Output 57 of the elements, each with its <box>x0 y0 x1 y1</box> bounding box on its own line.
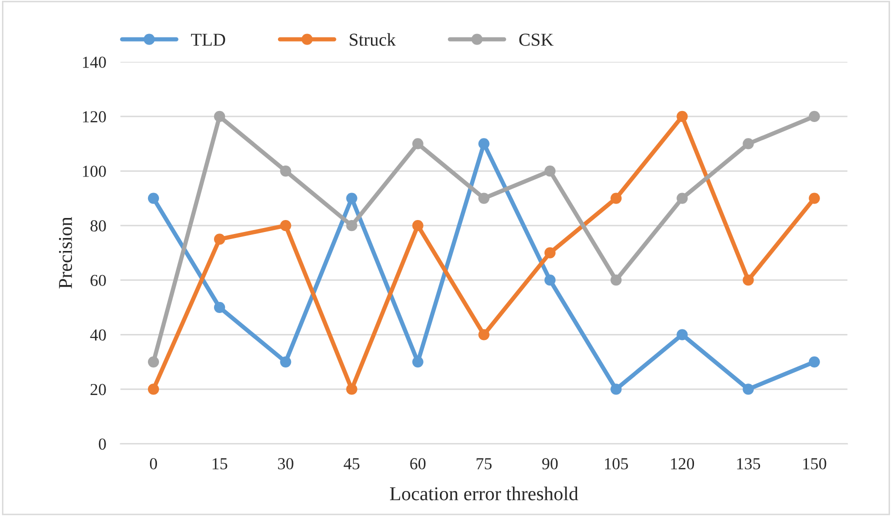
x-tick-label: 90 <box>542 458 558 470</box>
point <box>412 138 424 150</box>
point <box>412 220 424 232</box>
point <box>544 274 556 286</box>
y-tick-label: 80 <box>90 220 106 232</box>
point <box>610 274 622 286</box>
point <box>214 110 226 122</box>
point <box>742 384 754 395</box>
point <box>346 192 358 204</box>
point <box>808 110 820 122</box>
point <box>280 220 292 232</box>
legend-label: CSK <box>519 34 554 46</box>
point <box>610 384 622 395</box>
point <box>610 192 622 204</box>
point <box>280 356 292 368</box>
point <box>742 138 754 150</box>
y-tick-label: 60 <box>90 274 106 286</box>
point <box>280 165 292 177</box>
point <box>808 192 820 204</box>
point <box>148 384 160 395</box>
point <box>676 110 688 122</box>
y-tick-label: 0 <box>98 438 106 450</box>
point <box>478 138 490 150</box>
point <box>742 274 754 286</box>
x-tick-label: 135 <box>737 458 760 470</box>
point <box>676 329 688 340</box>
x-tick-label: 105 <box>605 458 628 470</box>
legend-label: Struck <box>350 33 396 46</box>
y-tick-label: 40 <box>90 329 106 341</box>
point <box>676 192 688 204</box>
x-tick-label: 15 <box>212 458 228 470</box>
point <box>346 384 358 395</box>
y-tick-label: 20 <box>90 384 106 396</box>
point <box>808 356 820 368</box>
point <box>214 302 226 313</box>
point <box>478 329 490 340</box>
point <box>214 234 226 245</box>
point <box>544 165 556 177</box>
y-axis-title: Precision <box>58 216 72 288</box>
y-tick-label: 100 <box>82 166 106 177</box>
x-tick-label: 120 <box>671 458 694 470</box>
point <box>148 192 160 204</box>
point <box>544 247 556 258</box>
x-tick-label: 75 <box>476 458 492 470</box>
point <box>346 220 358 232</box>
point <box>148 356 160 368</box>
x-tick-label: 150 <box>803 458 826 470</box>
y-tick-label: 120 <box>82 111 106 122</box>
legend-label: TLD <box>191 34 226 46</box>
x-tick-label: 0 <box>150 458 157 470</box>
x-tick-label: 60 <box>410 458 426 470</box>
x-tick-label: 30 <box>278 458 294 470</box>
point <box>412 356 424 368</box>
point <box>478 192 490 204</box>
x-axis-title: Location error threshold <box>390 486 578 500</box>
x-tick-label: 45 <box>344 458 360 470</box>
y-tick-label: 140 <box>82 56 106 68</box>
